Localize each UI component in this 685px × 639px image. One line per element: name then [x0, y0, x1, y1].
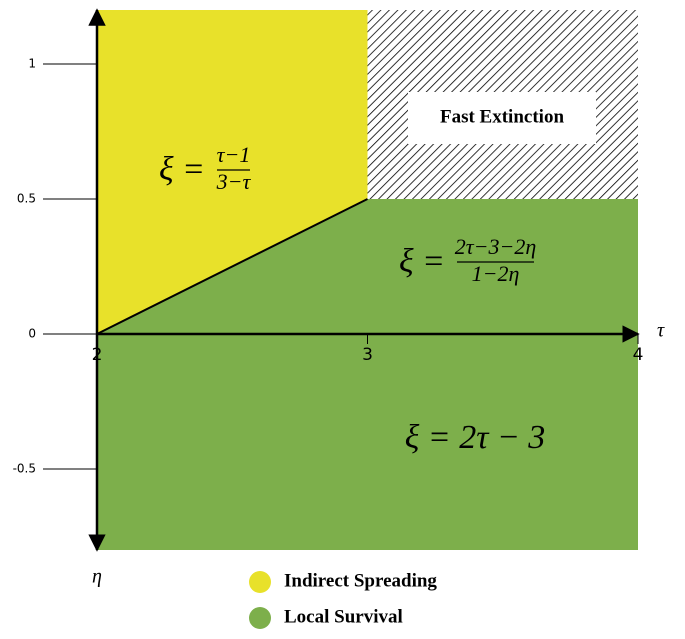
- boundary: [96, 198, 368, 335]
- regions: [96, 10, 638, 550]
- y-tick-label: 0.5: [17, 192, 36, 206]
- ticks: -0.5 0 0.5 1 2 3 4: [13, 57, 644, 476]
- x-tick-label: 3: [362, 345, 373, 365]
- formula-num: 2τ−3−2η: [455, 234, 536, 259]
- region: [97, 199, 638, 334]
- formula-num: τ−1: [217, 142, 251, 167]
- labels: ξ = τ−13−τ Fast Extinction ξ = 2τ−3−2η1−2η ξ …: [159, 92, 596, 456]
- legend-label: Indirect Spreading: [284, 570, 437, 591]
- legend-swatch: [249, 607, 271, 629]
- formula-lhs: ξ =: [399, 243, 445, 280]
- legend: Indirect Spreading Local Survival: [249, 570, 437, 629]
- legend-label: Local Survival: [284, 606, 403, 627]
- formula-den: 1−2η: [472, 261, 520, 286]
- y-axis-label: η: [92, 566, 102, 588]
- region: [97, 334, 638, 550]
- region: [97, 10, 368, 334]
- region-label: Fast Extinction: [440, 106, 564, 127]
- label-box: [408, 92, 596, 144]
- x-tick-label: 4: [633, 345, 644, 365]
- legend-swatch: [249, 571, 271, 593]
- formula-den: 3−τ: [216, 169, 252, 194]
- y-tick-label: 0: [28, 327, 36, 341]
- y-tick-label: -0.5: [13, 462, 36, 476]
- formula: ξ = 2τ − 3: [405, 419, 546, 456]
- x-axis-label: τ: [657, 320, 665, 342]
- formula-lhs: ξ =: [159, 151, 205, 188]
- x-tick-label: 2: [92, 345, 103, 365]
- y-tick-label: 1: [28, 57, 36, 71]
